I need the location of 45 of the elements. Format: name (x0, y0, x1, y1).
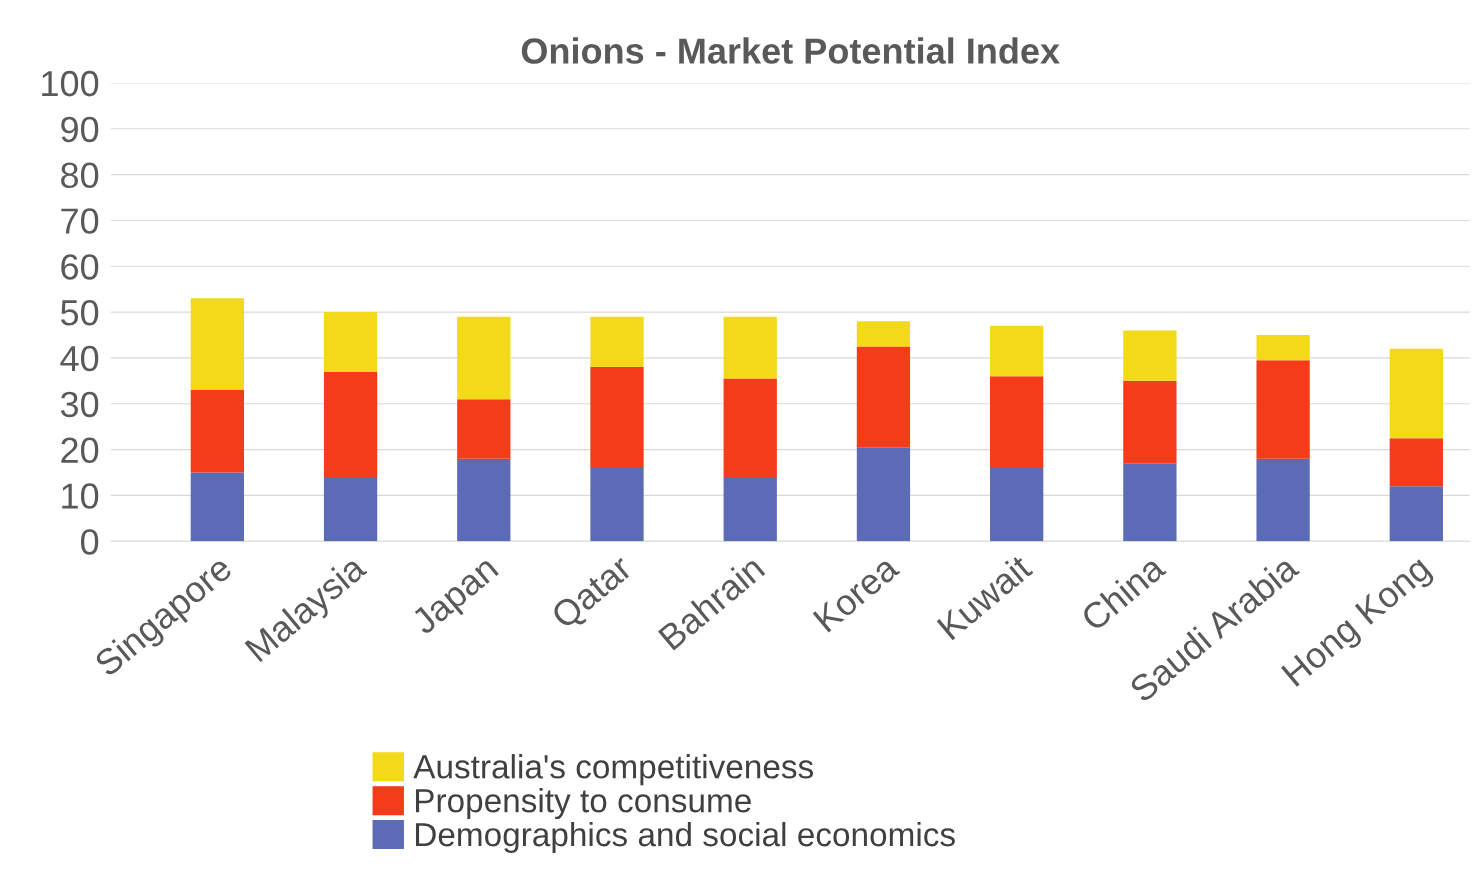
bar (990, 376, 1044, 468)
bar (1123, 463, 1177, 542)
y-tick-label: 40 (60, 345, 99, 372)
bar (323, 312, 378, 372)
bar (190, 472, 244, 542)
bar (590, 367, 644, 468)
bar (1123, 380, 1177, 464)
legend-label: Propensity to consume (415, 788, 751, 820)
bar (323, 477, 378, 542)
bar (1389, 348, 1443, 439)
y-tick-label: 0 (80, 529, 99, 555)
legend-label: Australia's competitiveness (413, 754, 814, 786)
bar (856, 346, 911, 448)
chart-title: Onions - Market Potential Index (521, 37, 1060, 64)
bar (723, 378, 777, 478)
y-tick-label: 50 (60, 299, 99, 326)
bar (190, 298, 244, 391)
bar (1256, 458, 1310, 542)
bar (723, 316, 777, 379)
bar (590, 316, 644, 368)
bar (1389, 486, 1443, 542)
y-tick-label: 60 (61, 254, 99, 280)
bar (1256, 335, 1310, 361)
bar (457, 458, 511, 542)
bar (856, 447, 911, 542)
y-tick-label: 90 (61, 116, 99, 143)
bar (1389, 438, 1443, 487)
y-tick-label: 70 (61, 208, 99, 234)
bar (990, 467, 1044, 542)
bar (856, 321, 911, 347)
y-tick-label: 100 (42, 70, 99, 97)
bar (590, 467, 644, 542)
bar (1123, 330, 1177, 381)
y-tick-label: 20 (61, 437, 99, 464)
legend-label: Demographics and social economics (415, 821, 955, 853)
bar (457, 316, 511, 400)
bar (990, 325, 1044, 377)
y-tick-label: 30 (60, 391, 99, 418)
y-tick-label: 80 (61, 162, 99, 189)
y-tick-label: 10 (62, 483, 99, 509)
bar (190, 390, 244, 473)
bar (323, 371, 378, 478)
bar (723, 477, 777, 542)
bar (1256, 360, 1310, 459)
bar (457, 399, 511, 459)
